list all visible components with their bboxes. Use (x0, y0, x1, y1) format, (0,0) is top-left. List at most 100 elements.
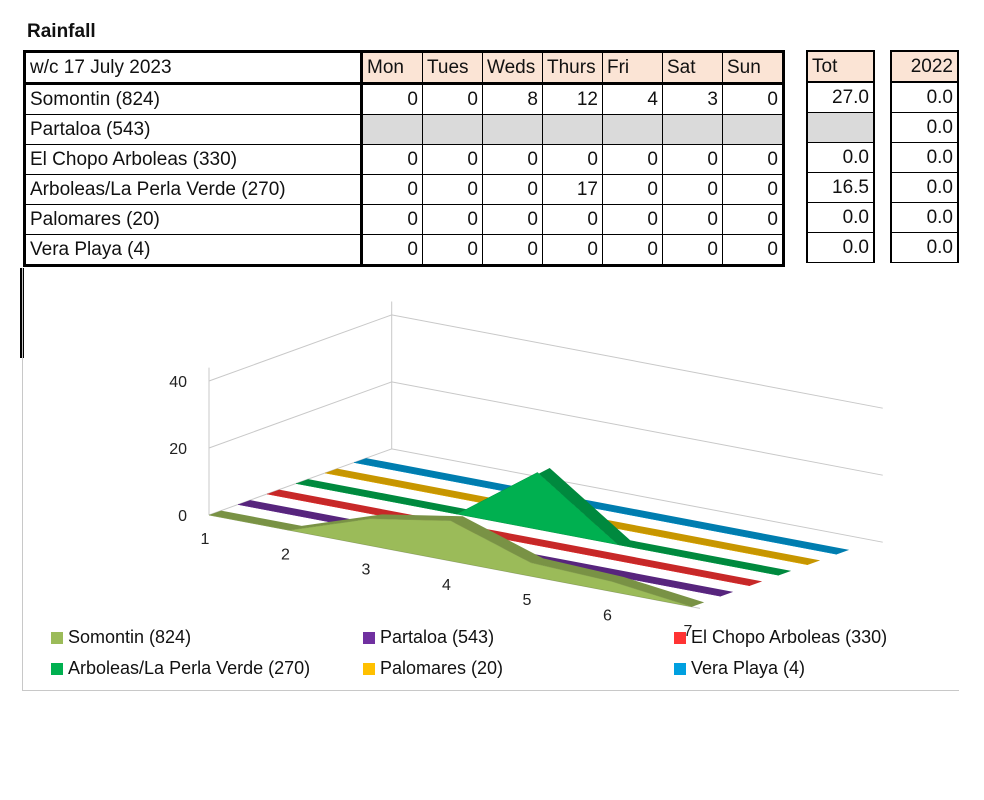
rainfall-cell: 0 (722, 144, 784, 175)
rainfall-cell: 0 (422, 83, 483, 115)
legend-label: Partaloa (543) (380, 627, 495, 647)
table-row: El Chopo Arboleas (330) 0 0 0 0 0 0 0 (24, 144, 784, 175)
rainfall-cell: 0 (722, 234, 784, 266)
previous-year-cell: 0.0 (891, 112, 958, 143)
rainfall-cell: 12 (542, 83, 603, 115)
x-tick-label: 4 (442, 577, 451, 594)
table-row: Somontin (824) 0 0 8 12 4 3 0 (24, 83, 784, 115)
legend-swatch (51, 662, 63, 675)
rainfall-cell: 0 (361, 83, 423, 115)
total-cell: 0.0 (807, 232, 874, 263)
total-header: Tot (807, 50, 874, 83)
location-name: Arboleas/La Perla Verde (270) (24, 174, 363, 205)
legend-swatch (363, 662, 375, 675)
y-tick-label: 40 (169, 374, 187, 391)
x-tick-label: 5 (523, 592, 532, 609)
rainfall-cell: 0 (422, 144, 483, 175)
previous-year-cell: 0.0 (891, 232, 958, 263)
previous-year-header-row: 2022 (891, 50, 958, 83)
rainfall-cell: 0 (422, 174, 483, 205)
legend-item: Partaloa (543) (363, 627, 494, 648)
rainfall-cell: 0 (602, 234, 663, 266)
previous-year-column: 2022 0.0 0.0 0.0 0.0 0.0 0.0 (890, 50, 959, 263)
legend-swatch (363, 631, 375, 644)
location-name: Partaloa (543) (24, 114, 363, 145)
rainfall-cell: 17 (542, 174, 603, 205)
table-row: Partaloa (543) (24, 114, 784, 145)
previous-year-cell: 0.0 (891, 142, 958, 173)
rainfall-cell: 0 (602, 204, 663, 235)
total-cell: 16.5 (807, 172, 874, 203)
legend-item: Arboleas/La Perla Verde (270) (51, 658, 310, 679)
rainfall-cell: 0 (482, 234, 543, 266)
previous-year-row: 0.0 (891, 202, 958, 233)
legend-item: Vera Playa (4) (674, 658, 805, 679)
previous-year-cell: 0.0 (891, 172, 958, 203)
legend-item: Palomares (20) (363, 658, 503, 679)
rainfall-cell (722, 114, 784, 145)
total-column: Tot 27.0 0.0 16.5 0.0 0.0 (806, 50, 875, 263)
rainfall-cell: 0 (361, 174, 423, 205)
rainfall-cell: 0 (662, 174, 723, 205)
previous-year-row: 0.0 (891, 142, 958, 173)
legend-swatch (51, 631, 63, 644)
total-cell (807, 112, 874, 143)
total-row: 0.0 (807, 202, 874, 233)
total-row (807, 112, 874, 143)
location-name: El Chopo Arboleas (330) (24, 144, 363, 175)
rainfall-cell: 0 (662, 204, 723, 235)
series-area (208, 514, 693, 608)
series-ribbon (354, 458, 850, 555)
day-header: Sun (722, 51, 784, 85)
total-row: 16.5 (807, 172, 874, 203)
day-header: Mon (361, 51, 423, 85)
week-commencing-label: w/c 17 July 2023 (24, 51, 363, 85)
total-row: 27.0 (807, 81, 874, 113)
table-header-row: w/c 17 July 2023 Mon Tues Weds Thurs Fri Sat Su… (24, 51, 784, 85)
previous-year-cell: 0.0 (891, 81, 958, 113)
rainfall-cell: 0 (662, 234, 723, 266)
y-tick-label: 0 (178, 508, 187, 525)
x-tick-label: 6 (603, 608, 612, 625)
x-tick-label: 7 (684, 623, 693, 640)
rainfall-cell: 0 (722, 174, 784, 205)
rainfall-cell: 0 (722, 204, 784, 235)
legend-label: Arboleas/La Perla Verde (270) (68, 658, 311, 678)
rainfall-cell: 0 (482, 204, 543, 235)
rainfall-cell: 0 (422, 204, 483, 235)
series-ribbon (296, 468, 792, 576)
rainfall-table: w/c 17 July 2023 Mon Tues Weds Thurs Fri Sat Su… (23, 50, 785, 267)
gridline (208, 314, 883, 409)
legend-label: Somontin (824) (68, 627, 192, 647)
day-header: Weds (482, 51, 543, 85)
rainfall-cell (482, 114, 543, 145)
rainfall-cell: 0 (422, 234, 483, 266)
rainfall-cell: 0 (542, 144, 603, 175)
rainfall-cell: 0 (722, 83, 784, 115)
day-header: Thurs (542, 51, 603, 85)
x-tick-label: 1 (201, 531, 210, 548)
total-header-row: Tot (807, 50, 874, 83)
series-ribbon (209, 510, 705, 607)
rainfall-cell: 0 (602, 144, 663, 175)
rainfall-cell: 0 (482, 144, 543, 175)
day-header: Fri (602, 51, 663, 85)
rainfall-cell (602, 114, 663, 145)
location-name: Somontin (824) (24, 83, 363, 115)
previous-year-cell: 0.0 (891, 202, 958, 233)
previous-year-row: 0.0 (891, 172, 958, 203)
series-area (295, 472, 780, 576)
rainfall-cell: 0 (361, 234, 423, 266)
x-tick-label: 3 (362, 562, 371, 579)
total-row: 0.0 (807, 232, 874, 263)
previous-year-row: 0.0 (891, 232, 958, 263)
chart-area: 0 20 40 1 2 3 4 5 6 7 Somontin (824) Partaloa (543… (22, 268, 959, 691)
location-name: Vera Playa (4) (24, 234, 363, 266)
previous-year-header: 2022 (891, 50, 958, 83)
rainfall-cell (361, 114, 423, 145)
rainfall-cell: 0 (361, 144, 423, 175)
rainfall-cell: 0 (662, 144, 723, 175)
x-tick-label: 2 (281, 546, 290, 563)
legend-label: Vera Playa (4) (691, 658, 806, 678)
legend-swatch (674, 631, 686, 644)
